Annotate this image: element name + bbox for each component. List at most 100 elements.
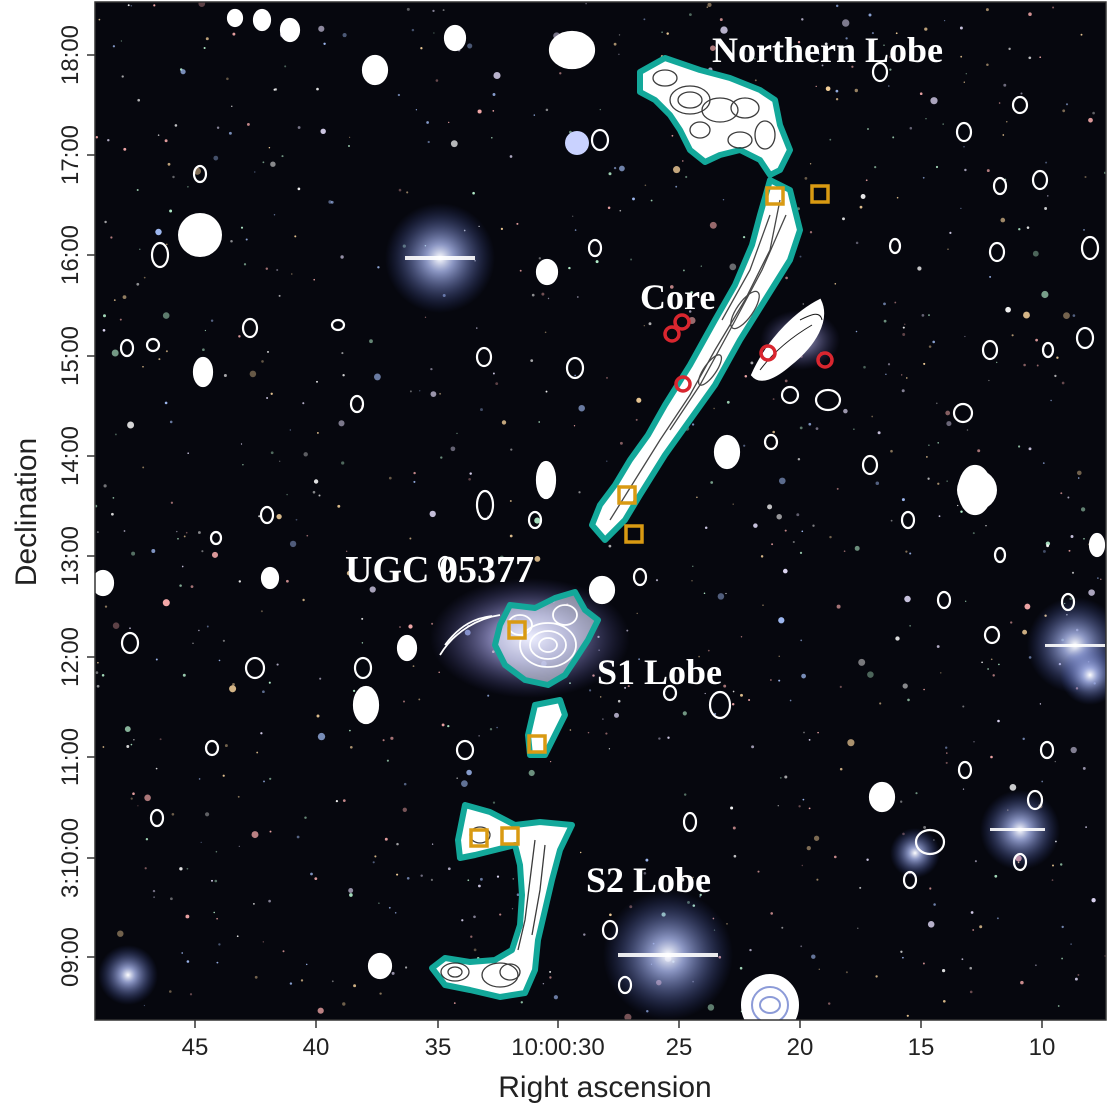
background-star: [472, 191, 475, 195]
background-star: [640, 869, 643, 872]
background-star: [120, 40, 123, 42]
background-star: [142, 366, 144, 368]
background-star: [839, 767, 843, 771]
y-axis-title: Declination: [10, 438, 43, 586]
background-star: [576, 296, 579, 298]
northern-lobe-outline: [637, 55, 793, 178]
background-star: [547, 297, 550, 300]
background-star: [172, 175, 175, 179]
background-star: [907, 698, 910, 702]
background-star: [316, 380, 318, 383]
background-star: [799, 255, 802, 258]
background-star: [970, 911, 974, 914]
label-s1-lobe: S1 Lobe: [597, 652, 722, 692]
background-star: [964, 168, 967, 172]
background-star: [261, 360, 264, 363]
background-star: [969, 966, 972, 970]
background-star: [568, 266, 571, 270]
background-star: [222, 774, 225, 777]
background-star: [130, 743, 133, 746]
x-tick-label: 10:00:30: [511, 1034, 604, 1061]
background-star: [487, 694, 490, 697]
background-star: [726, 400, 730, 404]
background-star: [276, 663, 279, 666]
background-star: [909, 552, 912, 555]
background-star: [1046, 544, 1049, 548]
background-star: [1042, 549, 1046, 553]
background-star: [126, 745, 130, 748]
background-star: [139, 248, 141, 251]
label-northern-lobe: Northern Lobe: [712, 30, 943, 70]
background-star: [1041, 290, 1049, 299]
background-star: [342, 374, 345, 377]
background-star: [1088, 589, 1095, 596]
background-star: [996, 917, 999, 920]
background-star: [682, 711, 687, 716]
square-marker: [507, 620, 527, 640]
background-star: [706, 6, 709, 8]
background-star: [627, 685, 630, 688]
background-star: [645, 858, 649, 862]
background-star: [520, 1001, 523, 1004]
background-star: [95, 135, 99, 139]
background-star: [399, 626, 401, 628]
background-star: [470, 935, 473, 938]
background-star: [232, 32, 236, 36]
background-star: [875, 481, 880, 485]
background-star: [216, 917, 218, 920]
background-star: [346, 570, 352, 576]
background-star: [1039, 56, 1042, 59]
background-star: [624, 1013, 632, 1020]
background-star: [969, 990, 973, 994]
background-star: [456, 777, 459, 780]
background-star: [1000, 217, 1006, 223]
background-star: [578, 404, 585, 412]
background-star: [855, 330, 858, 333]
background-star: [289, 429, 291, 431]
background-star: [679, 671, 682, 673]
background-star: [928, 444, 930, 447]
background-star: [96, 531, 99, 534]
background-star: [346, 550, 348, 552]
background-star: [965, 73, 967, 75]
background-star: [403, 782, 407, 786]
background-star: [909, 625, 911, 627]
background-star: [778, 617, 785, 624]
background-star: [644, 184, 647, 187]
background-star: [267, 350, 269, 353]
background-star: [314, 877, 318, 881]
background-star: [699, 895, 702, 898]
background-star: [675, 185, 678, 188]
background-star: [619, 209, 622, 212]
background-star: [726, 923, 728, 925]
background-star: [187, 452, 190, 455]
background-star: [549, 976, 552, 979]
background-star: [137, 805, 139, 807]
background-star: [372, 861, 375, 864]
background-star: [263, 780, 265, 783]
background-star: [1097, 577, 1099, 579]
background-star: [155, 658, 158, 661]
background-star: [276, 513, 282, 520]
background-star: [922, 962, 925, 965]
background-star: [905, 550, 908, 553]
background-star: [829, 535, 832, 539]
background-star: [136, 282, 140, 286]
background-star: [177, 537, 179, 540]
background-star: [772, 430, 775, 434]
background-star: [467, 879, 470, 882]
label-core: Core: [640, 277, 715, 317]
background-star: [238, 335, 241, 338]
background-star: [276, 268, 279, 272]
background-star: [606, 376, 608, 379]
background-star: [945, 410, 951, 416]
background-star: [859, 205, 863, 209]
background-star: [979, 925, 983, 929]
background-star: [744, 374, 748, 378]
background-star: [318, 494, 321, 497]
background-star: [432, 9, 435, 13]
background-star: [1042, 462, 1045, 464]
background-star: [896, 196, 899, 199]
background-star: [206, 625, 209, 628]
background-star: [258, 515, 261, 518]
